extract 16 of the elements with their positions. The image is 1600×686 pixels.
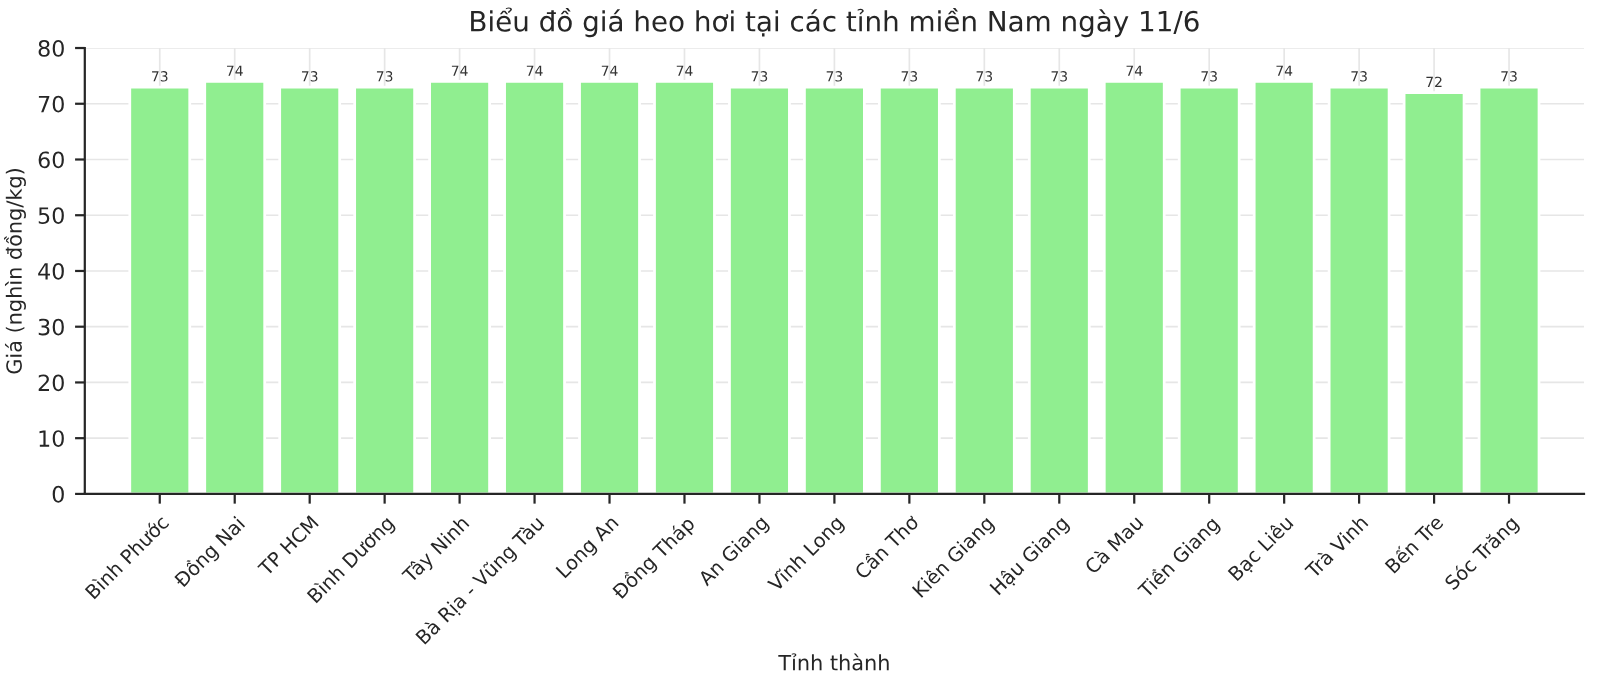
x-tick-label: Trà Vinh — [1303, 513, 1369, 580]
y-tick-label: 30 — [38, 318, 64, 336]
y-tick-label: 80 — [38, 39, 64, 57]
x-tick-label: Cần Thơ — [852, 512, 920, 580]
y-axis-title: Giá (nghìn đồng/kg) — [4, 168, 26, 374]
x-tick-label: Bạc Liêu — [1226, 514, 1297, 584]
y-tick-label: 50 — [38, 207, 64, 224]
x-axis-title: Tỉnh thành — [778, 653, 889, 671]
y-tick-label: 10 — [39, 430, 64, 447]
chart-title: Biểu đồ giá heo hơi tại các tỉnh miền Nam ngày 11/6 — [471, 7, 1199, 38]
y-tick-label: 40 — [38, 262, 64, 280]
y-tick-label: 0 — [52, 485, 64, 503]
y-tick-label: 20 — [38, 374, 64, 392]
y-tick-label: 60 — [38, 151, 64, 169]
y-tick-label: 70 — [38, 95, 64, 113]
x-tick-label: Bến Tre — [1383, 512, 1444, 574]
